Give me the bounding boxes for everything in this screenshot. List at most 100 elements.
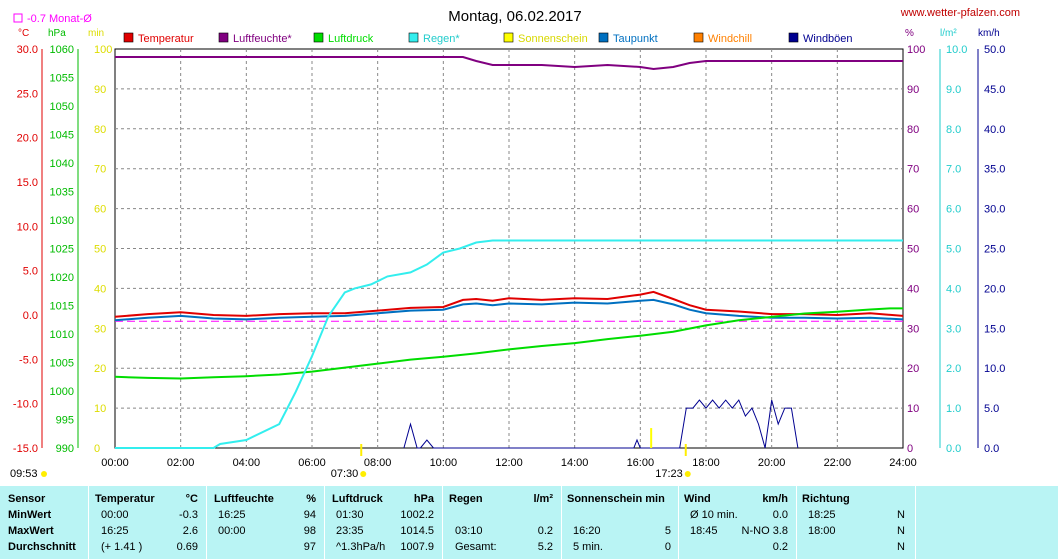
table-cell: 00:00: [218, 525, 246, 537]
first-sun-label: 09:53: [10, 468, 38, 480]
hpa-tick-label: 1030: [50, 215, 74, 227]
table-cell: (+ 1.41 ): [101, 541, 143, 553]
pct-tick-label: 40: [907, 283, 919, 295]
series-line-luftdruck: [114, 307, 903, 380]
min-unit: min: [88, 28, 104, 39]
kmh-tick-label: 10.0: [984, 363, 1005, 375]
pct-tick-label: 90: [907, 84, 919, 96]
x-tick-label: 12:00: [495, 457, 523, 469]
legend-label: Windchill: [708, 33, 752, 45]
table-header: Sensor: [8, 493, 46, 505]
table-cell: 0.2: [772, 541, 788, 553]
table-cell: 16:25: [218, 509, 246, 521]
table-header: km/h: [762, 493, 788, 505]
temp-tick-label: 0.0: [23, 310, 38, 322]
temp-tick-label: 20.0: [17, 133, 38, 145]
legend-swatch: [408, 32, 419, 43]
table-cell: 18:25: [808, 509, 836, 521]
table-cell: 1007.9: [400, 541, 434, 553]
chart-axes: 30.0 25.0 20.0 15.0 10.0 5.0 0.0 -5.0 -10.0 -15.0…: [13, 44, 1006, 469]
rain-tick-label: 4.0: [946, 283, 961, 295]
table-header: Richtung: [802, 493, 850, 505]
x-tick-label: 06:00: [298, 457, 326, 469]
table-header: Luftfeuchte: [214, 493, 274, 505]
min-tick-label: 10: [94, 403, 106, 415]
website-label: www.wetter-pfalzen.com: [900, 7, 1020, 19]
table-divider: [561, 486, 562, 559]
legend-swatch: [503, 32, 514, 43]
hpa-tick-label: 1020: [50, 272, 74, 284]
legend-swatch: [123, 32, 134, 43]
min-tick-label: 40: [94, 283, 106, 295]
table-cell: 98: [303, 525, 316, 537]
kmh-tick-label: 0.0: [984, 443, 999, 455]
table-header: °C: [185, 493, 198, 505]
temp-tick-label: -5.0: [19, 354, 38, 366]
series-line-luftfeuchte: [115, 56, 903, 71]
table-cell: N-NO 3.8: [741, 525, 788, 537]
series-line-taupunkt: [114, 298, 904, 322]
kmh-tick-label: 35.0: [984, 164, 1005, 176]
pct-tick-label: 0: [907, 443, 913, 455]
x-tick-label: 22:00: [824, 457, 852, 469]
chart-title: Montag, 06.02.2017: [448, 8, 581, 25]
kmh-tick-label: 50.0: [984, 44, 1005, 56]
min-tick-label: 0: [94, 443, 100, 455]
hpa-tick-label: 1005: [50, 358, 74, 370]
rain-tick-label: 6.0: [946, 204, 961, 216]
table-cell: ^1.3hPa/h: [336, 541, 386, 553]
kmh-tick-label: 30.0: [984, 204, 1005, 216]
table-cell: N: [897, 509, 905, 521]
temp-tick-label: -10.0: [13, 399, 38, 411]
table-cell: 23:35: [336, 525, 364, 537]
legend-label: Windböen: [803, 33, 853, 45]
hpa-tick-label: 1045: [50, 130, 74, 142]
pct-tick-label: 70: [907, 164, 919, 176]
x-tick-label: 02:00: [167, 457, 195, 469]
table-divider: [88, 486, 89, 559]
table-cell: 00:00: [101, 509, 129, 521]
chart-grid: [114, 48, 904, 449]
weather-chart: Montag, 06.02.2017 www.wetter-pfalzen.co…: [10, 7, 1020, 480]
hpa-tick-label: 995: [56, 415, 74, 427]
table-cell: 03:10: [455, 525, 483, 537]
table-cell: 18:00: [808, 525, 836, 537]
kmh-tick-label: 40.0: [984, 124, 1005, 136]
table-cell: 01:30: [336, 509, 364, 521]
rain-tick-label: 7.0: [946, 164, 961, 176]
table-divider: [206, 486, 207, 559]
x-tick-label: 20:00: [758, 457, 786, 469]
legend-label: Luftfeuchte*: [233, 33, 292, 45]
min-tick-label: 30: [94, 323, 106, 335]
rain-tick-label: 0.0: [946, 443, 961, 455]
table-cell: 5 min.: [573, 541, 603, 553]
sun-icon: [360, 471, 367, 477]
hpa-tick-label: 1035: [50, 187, 74, 199]
hpa-tick-label: 1000: [50, 386, 74, 398]
table-cell: 2.6: [182, 525, 198, 537]
table-cell: 0.69: [176, 541, 198, 553]
table-cell: 1014.5: [400, 525, 434, 537]
legend-label: Taupunkt: [613, 33, 658, 45]
x-tick-label: 08:00: [364, 457, 392, 469]
sun-icon: [684, 471, 691, 477]
temp-tick-label: -15.0: [13, 443, 38, 455]
table-cell: N: [897, 525, 905, 537]
pct-tick-label: 100: [907, 44, 925, 56]
pct-tick-label: 20: [907, 363, 919, 375]
table-row-label: MaxWert: [8, 525, 54, 537]
min-tick-label: 100: [94, 44, 112, 56]
rain-unit: l/m²: [940, 28, 957, 39]
table-header: Luftdruck: [332, 493, 383, 505]
x-tick-label: 16:00: [627, 457, 655, 469]
chart-legend: Temperatur Luftfeuchte* Luftdruck Regen* Son…: [123, 32, 853, 45]
series-line-temperatur: [114, 290, 904, 318]
table-header: Sonnenschein min: [567, 493, 665, 505]
pct-tick-label: 60: [907, 204, 919, 216]
x-tick-label: 00:00: [101, 457, 129, 469]
kmh-tick-label: 45.0: [984, 84, 1005, 96]
table-cell: 0.2: [537, 525, 553, 537]
legend-swatch: [693, 32, 704, 43]
table-cell: 16:20: [573, 525, 601, 537]
table-header: hPa: [413, 493, 434, 505]
